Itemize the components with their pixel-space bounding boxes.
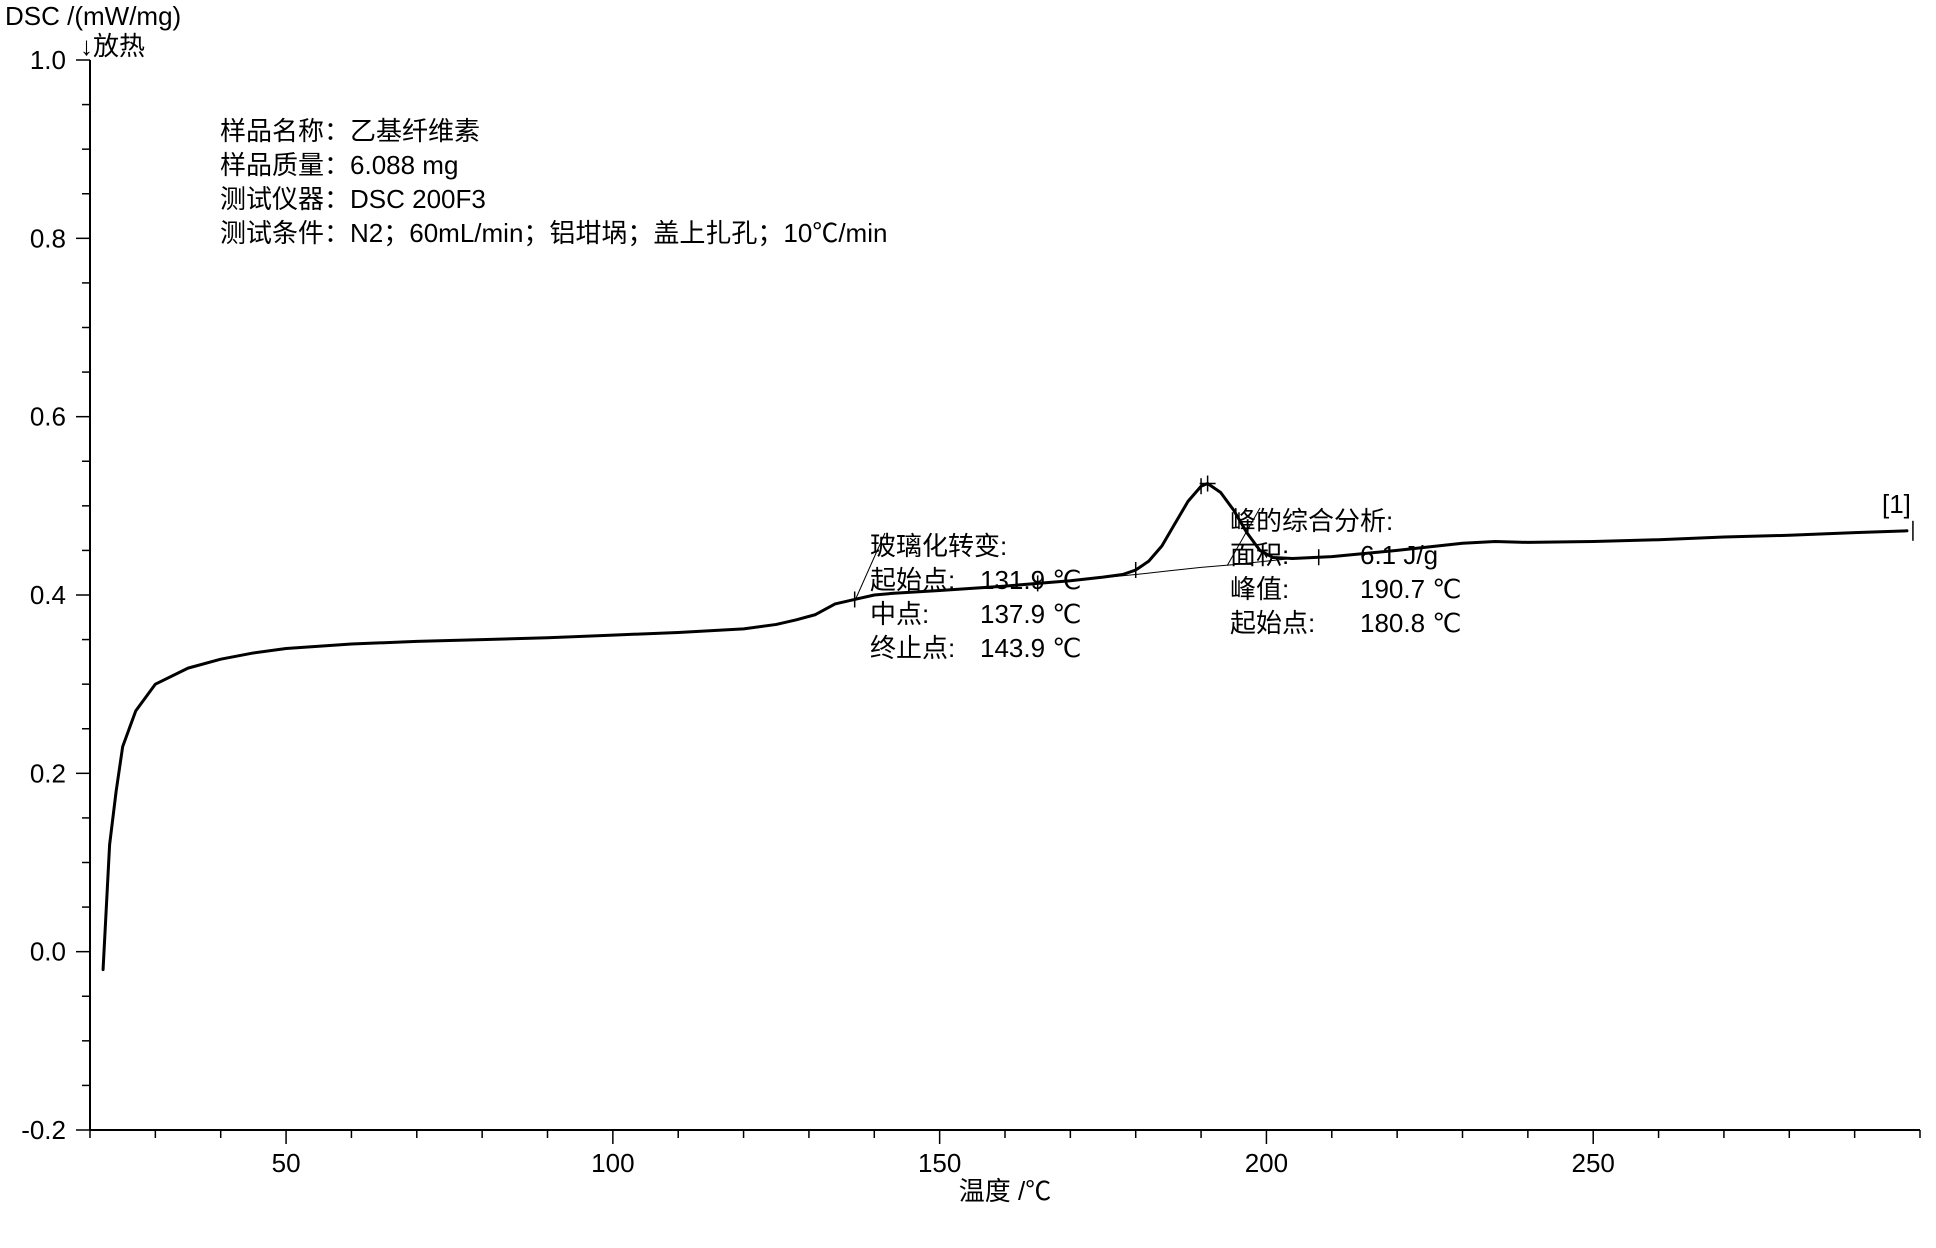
glass-transition-row: 起始点: [870, 565, 955, 595]
svg-text:50: 50 [272, 1148, 301, 1178]
x-axis-label: 温度 /℃ [959, 1176, 1051, 1206]
svg-text:250: 250 [1572, 1148, 1615, 1178]
svg-text:0.8: 0.8 [30, 223, 66, 253]
glass-transition-title: 玻璃化转变: [870, 531, 1007, 561]
dsc-chart: 50 100 150 200 250 -0.2 0.0 0.2 0.4 0.6 0.8 1.0 DSC … [0, 0, 1936, 1248]
peak-analysis-value: 190.7 ℃ [1360, 574, 1462, 604]
series-label: [1] [1882, 489, 1911, 519]
glass-transition-row: 终止点: [870, 633, 955, 663]
svg-text:200: 200 [1245, 1148, 1288, 1178]
peak-analysis-row: 面积: [1230, 540, 1289, 570]
sample-info-line: 样品名称：乙基纤维素 [220, 116, 480, 146]
peak-analysis-row: 峰值: [1230, 574, 1289, 604]
y-axis-sublabel: ↓放热 [80, 31, 145, 61]
glass-transition-row: 中点: [870, 599, 929, 629]
sample-info-line: 测试条件：N2；60mL/min；铝坩埚；盖上扎孔；10℃/min [220, 218, 887, 248]
peak-analysis-title: 峰的综合分析: [1230, 506, 1393, 536]
sample-info-line: 测试仪器：DSC 200F3 [220, 184, 486, 214]
svg-text:0.2: 0.2 [30, 758, 66, 788]
svg-text:150: 150 [918, 1148, 961, 1178]
svg-text:0.6: 0.6 [30, 402, 66, 432]
svg-text:1.0: 1.0 [30, 45, 66, 75]
svg-text:-0.2: -0.2 [21, 1115, 66, 1145]
y-axis-label: DSC /(mW/mg) [5, 1, 181, 31]
glass-transition-value: 143.9 ℃ [980, 633, 1082, 663]
peak-analysis-value: 6.1 J/g [1360, 540, 1438, 570]
peak-analysis-value: 180.8 ℃ [1360, 608, 1462, 638]
peak-analysis-row: 起始点: [1230, 608, 1315, 638]
svg-text:0.0: 0.0 [30, 937, 66, 967]
glass-transition-value: 137.9 ℃ [980, 599, 1082, 629]
svg-text:100: 100 [591, 1148, 634, 1178]
glass-transition-value: 131.9 ℃ [980, 565, 1082, 595]
sample-info-line: 样品质量：6.088 mg [220, 150, 458, 180]
chart-svg: 50 100 150 200 250 -0.2 0.0 0.2 0.4 0.6 0.8 1.0 DSC … [0, 0, 1936, 1248]
svg-text:0.4: 0.4 [30, 580, 66, 610]
